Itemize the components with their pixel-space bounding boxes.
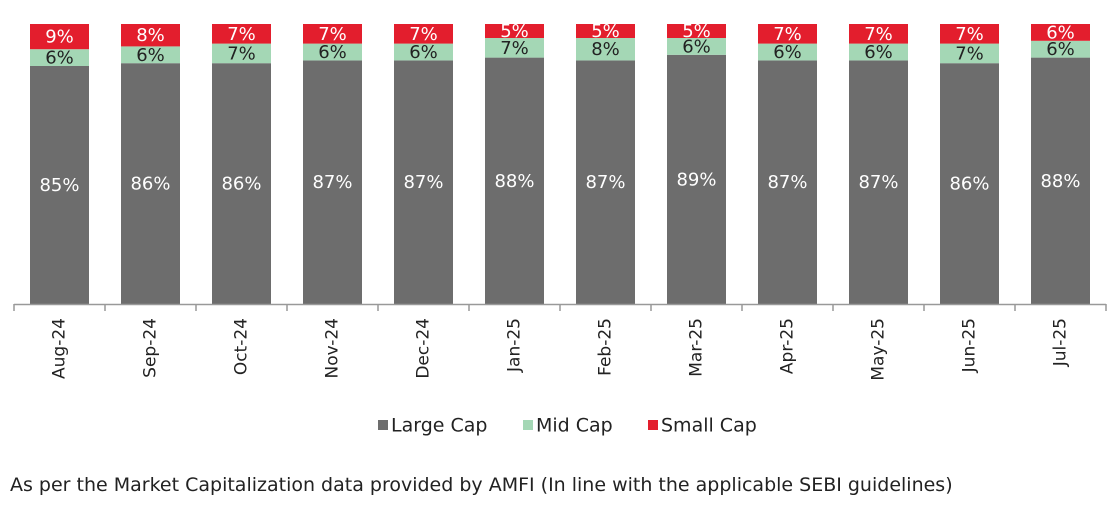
data-label-mid-cap-jun-25: 7% [955,43,984,64]
bar-mid-cap-dec-24 [394,43,453,61]
stacked-bar-chart: 85%6%9%86%6%8%86%7%7%87%6%7%87%6%7%88%7%… [13,21,1107,437]
bar-large-cap-aug-24 [30,66,89,304]
bar-large-cap-dec-24 [394,60,453,305]
bar-mid-cap-sep-24 [121,46,180,64]
data-label-small-cap-nov-24: 7% [318,24,347,45]
bars-group: 85%6%9%86%6%8%86%7%7%87%6%7%87%6%7%88%7%… [30,21,1090,305]
data-label-large-cap-sep-24: 86% [130,174,170,195]
data-label-mid-cap-oct-24: 7% [227,43,256,64]
bar-small-cap-aug-24 [30,24,89,50]
data-label-small-cap-aug-24: 9% [45,27,74,48]
bar-small-cap-sep-24 [121,24,180,47]
bar-mid-cap-jun-25 [940,43,999,64]
bar-large-cap-oct-24 [212,63,271,305]
data-label-large-cap-feb-25: 87% [585,172,625,193]
data-label-small-cap-dec-24: 7% [409,24,438,45]
bar-small-cap-feb-25 [576,24,635,38]
data-label-large-cap-jun-25: 86% [949,174,989,195]
legend: Large Cap Mid Cap Small Cap [378,415,757,437]
bar-mid-cap-oct-24 [212,43,271,64]
legend-swatch-mid-cap [523,420,533,430]
data-label-large-cap-jul-25: 88% [1040,171,1080,192]
x-tick-label-oct-24: Oct-24 [232,318,252,375]
bar-mid-cap-aug-24 [30,49,89,66]
x-tick-label-may-25: May-25 [869,318,889,381]
data-label-mid-cap-jul-25: 6% [1046,39,1075,60]
legend-label-small-cap: Small Cap [661,415,757,437]
data-label-large-cap-aug-24: 85% [39,175,79,196]
bar-mid-cap-jan-25 [485,38,544,58]
footnote: As per the Market Capitalization data pr… [10,474,953,496]
x-tick-label-apr-25: Apr-25 [778,318,798,374]
bar-small-cap-may-25 [849,24,908,44]
bar-large-cap-apr-25 [758,60,817,305]
data-label-small-cap-oct-24: 7% [227,24,256,45]
bar-small-cap-mar-25 [667,24,726,38]
data-label-small-cap-jul-25: 6% [1046,22,1075,43]
x-tick-label-feb-25: Feb-25 [596,318,616,376]
bar-small-cap-jan-25 [485,24,544,38]
data-label-large-cap-oct-24: 86% [221,174,261,195]
data-label-large-cap-may-25: 87% [858,172,898,193]
x-tick-label-dec-24: Dec-24 [414,318,434,379]
data-label-mid-cap-may-25: 6% [864,42,893,63]
x-tick-label-aug-24: Aug-24 [50,318,70,379]
data-label-mid-cap-jan-25: 7% [500,38,529,59]
bar-small-cap-dec-24 [394,24,453,44]
legend-swatch-large-cap [378,420,388,430]
bar-mid-cap-jul-25 [1031,40,1090,58]
x-axis: Aug-24 Sep-24 Oct-24 Nov-24 Dec-24 Jan-25 Feb-… [13,303,1107,381]
bar-small-cap-oct-24 [212,24,271,44]
data-label-large-cap-jan-25: 88% [494,171,534,192]
legend-label-mid-cap: Mid Cap [536,415,613,437]
bar-small-cap-jul-25 [1031,24,1090,41]
x-tick-label-jun-25: Jun-25 [960,318,980,373]
data-label-small-cap-sep-24: 8% [136,25,165,46]
data-label-mid-cap-mar-25: 6% [682,36,711,57]
data-label-small-cap-mar-25: 5% [682,21,711,42]
data-label-mid-cap-apr-25: 6% [773,42,802,63]
data-label-large-cap-dec-24: 87% [403,172,443,193]
bar-mid-cap-nov-24 [303,43,362,61]
x-tick-label-jan-25: Jan-25 [505,318,525,373]
x-tick-label-nov-24: Nov-24 [323,318,343,379]
bar-large-cap-mar-25 [667,54,726,304]
data-label-small-cap-feb-25: 5% [591,21,620,42]
bar-mid-cap-may-25 [849,43,908,61]
bar-large-cap-jun-25 [940,63,999,305]
data-label-small-cap-jun-25: 7% [955,24,984,45]
data-label-mid-cap-dec-24: 6% [409,42,438,63]
data-label-large-cap-nov-24: 87% [312,172,352,193]
bar-large-cap-jul-25 [1031,57,1090,304]
bar-large-cap-feb-25 [576,60,635,305]
bar-large-cap-jan-25 [485,57,544,304]
bar-small-cap-jun-25 [940,24,999,44]
data-label-small-cap-jan-25: 5% [500,21,529,42]
bar-mid-cap-feb-25 [576,38,635,61]
bar-large-cap-nov-24 [303,60,362,305]
data-label-mid-cap-nov-24: 6% [318,42,347,63]
bar-small-cap-apr-25 [758,24,817,44]
data-label-mid-cap-sep-24: 6% [136,45,165,66]
data-label-large-cap-mar-25: 89% [676,169,716,190]
legend-label-large-cap: Large Cap [391,415,487,437]
bar-small-cap-nov-24 [303,24,362,44]
x-tick-label-mar-25: Mar-25 [687,318,707,377]
bar-large-cap-may-25 [849,60,908,305]
data-label-small-cap-may-25: 7% [864,24,893,45]
data-label-large-cap-apr-25: 87% [767,172,807,193]
bar-mid-cap-apr-25 [758,43,817,61]
legend-swatch-small-cap [648,420,658,430]
data-label-small-cap-apr-25: 7% [773,24,802,45]
x-tick-label-jul-25: Jul-25 [1051,318,1071,367]
data-label-mid-cap-feb-25: 8% [591,39,620,60]
data-label-mid-cap-aug-24: 6% [45,48,74,69]
bar-large-cap-sep-24 [121,63,180,305]
x-tick-label-sep-24: Sep-24 [141,318,161,378]
bar-mid-cap-mar-25 [667,38,726,55]
